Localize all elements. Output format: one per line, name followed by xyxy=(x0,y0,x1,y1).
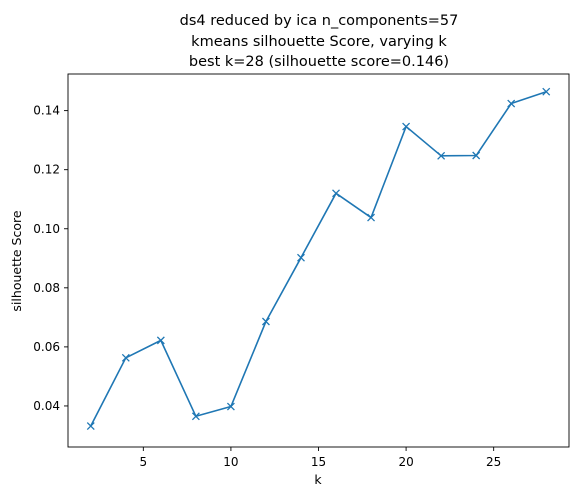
data-point-marker xyxy=(121,353,130,362)
x-tick-label: 15 xyxy=(311,455,326,469)
data-point-marker xyxy=(226,402,235,411)
y-tick-label: 0.10 xyxy=(33,222,60,236)
x-tick-label: 25 xyxy=(486,455,501,469)
x-tick-label: 10 xyxy=(223,455,238,469)
chart-title-line-3: best k=28 (silhouette score=0.146) xyxy=(189,54,449,70)
data-point-marker xyxy=(191,412,200,421)
data-point-marker xyxy=(86,422,95,430)
y-tick-label: 0.04 xyxy=(33,399,60,413)
data-point-marker xyxy=(507,99,516,108)
data-point-marker xyxy=(367,213,376,222)
chart-title: ds4 reduced by ica n_components=57 kmean… xyxy=(180,13,459,70)
y-axis-label: silhouette Score xyxy=(9,210,24,311)
series-line xyxy=(90,90,547,427)
data-point-marker xyxy=(261,317,270,326)
data-point-marker xyxy=(402,122,411,131)
x-tick-label: 20 xyxy=(398,455,413,469)
chart-title-line-1: ds4 reduced by ica n_components=57 xyxy=(180,13,459,29)
y-tick-label: 0.08 xyxy=(33,281,60,295)
data-point-marker xyxy=(437,151,446,160)
data-point-marker xyxy=(472,151,481,160)
data-point-marker xyxy=(156,336,165,345)
data-point-marker xyxy=(332,189,340,198)
chart-title-line-2: kmeans silhouette Score, varying k xyxy=(191,34,447,50)
x-axis: 5 10 15 20 25 xyxy=(140,447,501,469)
y-tick-label: 0.14 xyxy=(33,104,60,118)
data-point-marker xyxy=(297,253,305,262)
y-tick-label: 0.06 xyxy=(33,340,60,354)
plot-area xyxy=(86,87,551,430)
x-axis-label: k xyxy=(314,472,322,487)
y-tick-label: 0.12 xyxy=(33,163,60,177)
x-tick-label: 5 xyxy=(140,455,148,469)
y-axis: 0.04 0.06 0.08 0.10 0.12 0.14 xyxy=(33,104,68,413)
data-point-marker xyxy=(542,87,551,96)
